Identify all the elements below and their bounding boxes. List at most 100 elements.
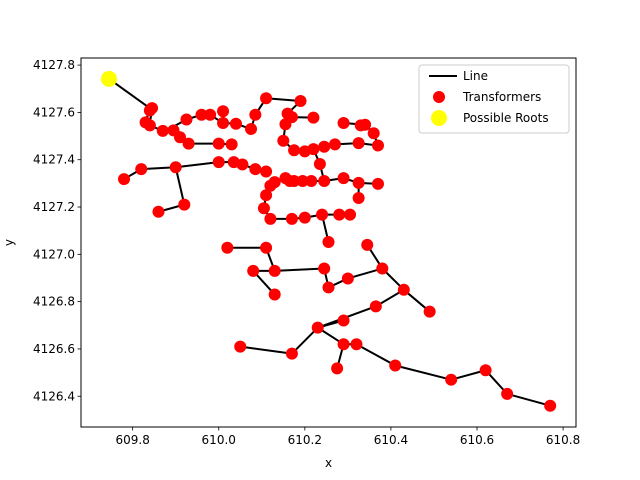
- transformer-point: [260, 165, 273, 178]
- transformer-point: [143, 119, 156, 132]
- transformer-point: [369, 300, 382, 313]
- transformer-point: [260, 92, 273, 105]
- transformer-point: [359, 118, 372, 131]
- transformer-point: [279, 172, 292, 185]
- line-segment-5: [342, 122, 379, 147]
- transformer-point: [337, 172, 350, 185]
- transformer-point: [268, 264, 281, 277]
- transformer-point: [257, 202, 270, 215]
- transformer-point: [313, 157, 326, 170]
- x-axis-label: x: [325, 456, 332, 470]
- transformer-point: [372, 139, 384, 152]
- transformer-point: [245, 122, 258, 135]
- legend-box: [418, 64, 570, 134]
- transformer-point: [341, 272, 354, 285]
- possible-root-point: [100, 70, 117, 87]
- transformer-point: [344, 208, 357, 221]
- transformer-point: [264, 179, 277, 192]
- y-tick-label: 4126.8: [33, 295, 75, 309]
- transformer-point: [221, 241, 234, 254]
- transformer-point: [229, 117, 242, 130]
- transformer-point: [316, 208, 329, 221]
- transformer-point: [182, 137, 195, 150]
- x-tick-label: 610.8: [546, 433, 580, 447]
- x-tick-label: 610.2: [288, 433, 322, 447]
- line-segment-19: [316, 326, 552, 407]
- transformer-point: [174, 131, 186, 144]
- transformer-point: [225, 138, 238, 151]
- transformer-point: [247, 264, 260, 277]
- transformer-point: [479, 364, 492, 377]
- transformer-markers: [118, 92, 557, 412]
- transformer-point: [135, 163, 148, 176]
- transformer-point: [318, 140, 331, 153]
- transformer-point: [337, 314, 350, 327]
- transformer-point: [236, 158, 249, 171]
- transformer-point: [318, 262, 331, 275]
- transformer-point: [372, 177, 384, 190]
- line-segment-13: [226, 246, 431, 313]
- transformer-point: [445, 373, 458, 386]
- transformer-point: [285, 212, 298, 225]
- transformer-point: [178, 198, 191, 211]
- transformer-point: [331, 362, 344, 375]
- transformer-point: [501, 387, 514, 400]
- transformer-point: [143, 104, 156, 117]
- transformer-point: [217, 105, 230, 118]
- transformer-point: [268, 288, 281, 301]
- transformer-point: [156, 124, 169, 137]
- transformer-point: [212, 137, 225, 150]
- transformer-point: [376, 262, 389, 275]
- plot-frame: [80, 57, 577, 428]
- transformer-point: [195, 108, 208, 121]
- transformer-point: [277, 134, 290, 147]
- legend-label: Line: [463, 69, 488, 83]
- transformer-point: [333, 208, 346, 221]
- transformer-point: [152, 205, 165, 218]
- transformer-point: [337, 338, 350, 351]
- legend-marker-swatch: [431, 110, 447, 126]
- transformer-point: [311, 321, 324, 334]
- transformer-point: [118, 173, 131, 186]
- y-tick-label: 4127.8: [33, 58, 75, 72]
- x-tick-label: 609.8: [115, 433, 149, 447]
- legend-label: Transformers: [462, 90, 541, 104]
- transformer-point: [305, 175, 318, 187]
- x-tick-label: 610.4: [374, 433, 408, 447]
- transformer-point: [352, 137, 365, 150]
- transformer-point: [352, 192, 365, 205]
- y-axis-ticks: 4126.4 4126.6 4126.8 4127.0 4127.2 4127.4 4127…: [33, 58, 81, 403]
- transformer-point: [180, 113, 193, 126]
- transformer-point: [234, 340, 247, 353]
- x-axis-ticks: 609.8 610.0 610.2 610.4 610.6 610.8: [115, 427, 580, 447]
- y-tick-label: 4127.6: [33, 105, 75, 119]
- transformer-point: [298, 211, 311, 224]
- transformer-point: [169, 161, 182, 174]
- transformer-point: [544, 399, 557, 412]
- transformer-point: [294, 95, 307, 108]
- y-tick-label: 4126.4: [33, 389, 75, 403]
- line-segment-8: [323, 177, 379, 185]
- legend-label: Possible Roots: [463, 111, 549, 125]
- transformer-point: [249, 108, 262, 121]
- transformer-point: [204, 108, 217, 121]
- y-tick-label: 4127.4: [33, 153, 75, 167]
- legend: Line Transformers Possible Roots: [418, 64, 570, 134]
- transformer-point: [350, 338, 363, 351]
- transformer-point: [307, 143, 320, 156]
- transformer-point: [423, 305, 436, 318]
- y-axis-label: y: [2, 239, 16, 246]
- transformer-point: [260, 241, 273, 254]
- transformer-point: [318, 175, 331, 187]
- transformer-point: [217, 117, 230, 130]
- transformer-point: [361, 238, 374, 251]
- x-tick-label: 610.6: [460, 433, 494, 447]
- transformer-point: [322, 236, 335, 249]
- transformer-point: [397, 283, 410, 296]
- transformer-point: [367, 127, 380, 140]
- transformer-point: [352, 176, 365, 189]
- transformer-point: [389, 359, 402, 372]
- transformer-point: [249, 163, 262, 176]
- transformer-point: [212, 156, 225, 169]
